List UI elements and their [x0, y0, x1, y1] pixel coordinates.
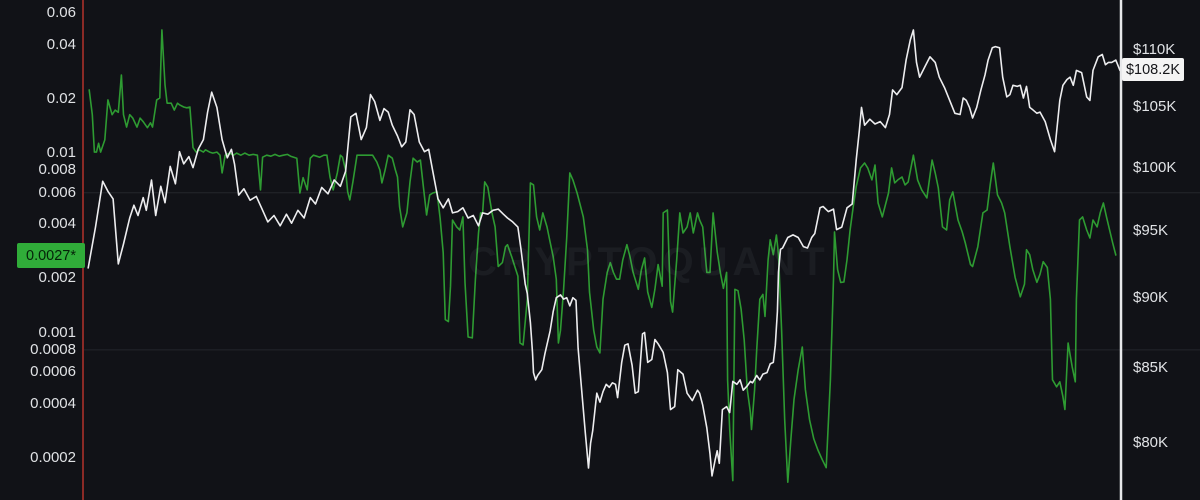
left-axis-tick-label: 0.0006	[30, 363, 76, 380]
left-axis-tick-label: 0.0002	[30, 449, 76, 466]
left-axis-tick-label: 0.004	[38, 215, 76, 232]
green-series-line	[88, 29, 1117, 484]
left-axis-tick-label: 0.02	[46, 90, 76, 107]
left-axis-tick-label: 0.0008	[30, 341, 76, 358]
right-axis-tick-label: $85K	[1133, 359, 1169, 376]
left-axis-tick-label: 0.01	[46, 144, 76, 161]
left-axis-tick-label: 0.001	[38, 324, 76, 341]
right-axis-tick-label: $105K	[1133, 98, 1177, 115]
right-axis-tick-label: $100K	[1133, 159, 1177, 176]
right-axis-tick-label: $80K	[1133, 434, 1169, 451]
white-series-line	[87, 29, 1121, 477]
left-axis-tick-label: 0.006	[38, 184, 76, 201]
right-axis-tick-label: $90K	[1133, 289, 1169, 306]
right-axis-tick-label: $95K	[1133, 222, 1169, 239]
left-axis-tick-label: 0.008	[38, 161, 76, 178]
right-axis-tick-label: $110K	[1133, 41, 1176, 58]
right-axis-current-value-badge: $108.2K	[1122, 58, 1184, 81]
left-axis-tick-label: 0.06	[46, 4, 76, 21]
left-axis-tick-label: 0.0004	[30, 395, 76, 412]
left-axis-tick-label: 0.04	[46, 36, 76, 53]
left-axis-tick-label: 0.002	[38, 269, 76, 286]
left-axis-current-value-badge: 0.0027*	[17, 243, 85, 268]
